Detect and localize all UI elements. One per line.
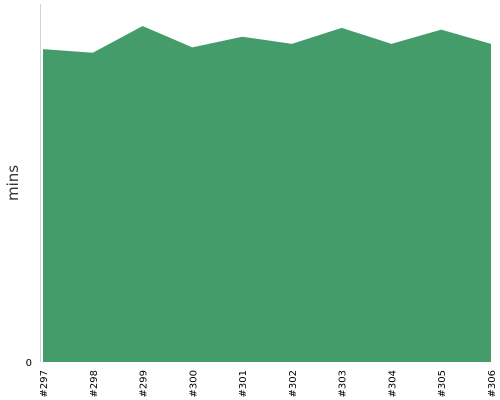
x-tick-label: #303 <box>338 370 349 397</box>
x-tick-label: #305 <box>437 370 448 397</box>
x-tick-label: #298 <box>89 370 100 397</box>
area-series <box>43 26 491 362</box>
x-tick-label: #301 <box>238 370 249 397</box>
x-axis-ticks: #297 #298 #299 #300 #301 #302 #303 #304 #305 #306 <box>39 370 498 397</box>
y-tick-label: 0 <box>26 358 32 369</box>
x-tick-label: #297 <box>39 370 50 397</box>
x-tick-label: #299 <box>139 370 150 397</box>
y-axis-ticks: 0 <box>26 358 32 369</box>
x-tick-label: #304 <box>387 370 398 397</box>
x-tick-label: #302 <box>288 370 299 397</box>
plot-area <box>43 26 491 362</box>
x-tick-label: #300 <box>188 370 199 397</box>
x-tick-label: #306 <box>487 370 498 397</box>
y-axis-title: mins <box>4 165 22 201</box>
